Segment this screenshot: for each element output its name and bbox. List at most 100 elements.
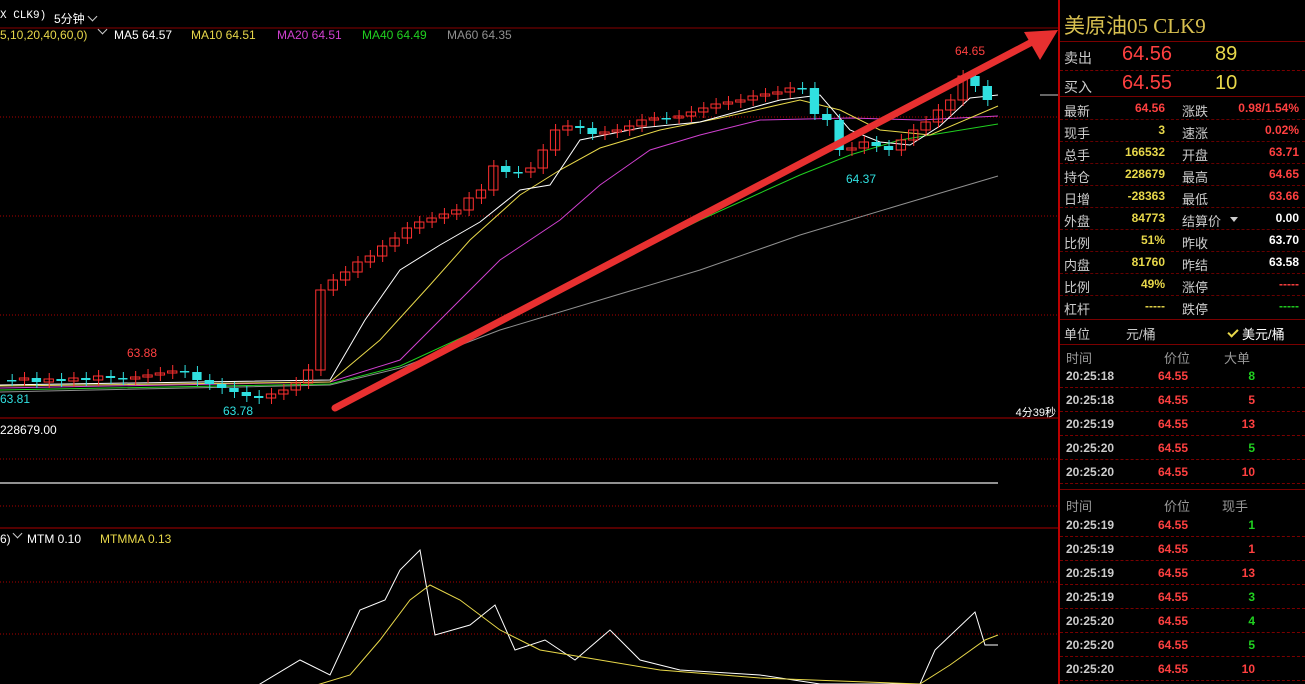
trade-price: 64.55: [1158, 369, 1189, 383]
candle-body: [475, 189, 487, 199]
stat-value: 0.00: [1275, 211, 1299, 225]
candle-body: [661, 118, 671, 120]
trade-row[interactable]: 20:25:18 64.55 5: [1060, 388, 1305, 412]
trade-qty: 3: [1248, 590, 1255, 604]
stat-label: 最低: [1182, 192, 1209, 207]
stat-value: 63.58: [1268, 255, 1299, 269]
kline-svg: [0, 27, 1058, 684]
stat-label: 最新: [1064, 104, 1091, 119]
stat-row: 比例 49% 涨停 -----: [1060, 273, 1305, 295]
ma60-path: [0, 175, 999, 393]
candle-body: [167, 370, 178, 374]
stat-value: 64.56: [1134, 101, 1165, 115]
candle-body: [624, 125, 635, 131]
mtm-path: [259, 548, 998, 684]
stat-value: 84773: [1131, 211, 1165, 225]
trade-row[interactable]: 20:25:20 64.55 5: [1060, 436, 1305, 460]
trade-price: 64.55: [1158, 638, 1189, 652]
countdown-timer: 4分39秒: [1015, 407, 1056, 419]
tick-header: 时间 价位 现手: [1066, 499, 1249, 514]
mtm-value: MTM 0.10: [27, 532, 82, 546]
trade-row[interactable]: 20:25:19 64.55 13: [1060, 561, 1305, 585]
trade-row[interactable]: 20:25:19 64.55 13: [1060, 412, 1305, 436]
ma-params[interactable]: 5,10,20,40,60,0): [0, 28, 88, 42]
candle-body: [883, 146, 894, 150]
ma20-legend: MA20 64.51: [277, 28, 342, 42]
dropdown-triangle-icon[interactable]: [1230, 217, 1238, 222]
candle-body: [229, 388, 239, 392]
candle-body: [710, 103, 721, 109]
stat-value: 63.71: [1268, 145, 1299, 159]
trade-row[interactable]: 20:25:19 64.55 3: [1060, 585, 1305, 609]
high-price-label: 64.65: [955, 44, 986, 58]
trade-row[interactable]: 20:25:20 64.55 10: [1060, 460, 1305, 484]
big-order-header: 时间 价位 大单: [1066, 351, 1251, 366]
candle-body: [204, 380, 214, 384]
stat-value: -----: [1279, 299, 1299, 313]
mtm-params[interactable]: 6): [0, 532, 11, 546]
candle-body: [118, 378, 128, 380]
trade-qty: 1: [1248, 542, 1255, 556]
candle-body: [7, 380, 17, 382]
stat-value: -----: [1279, 277, 1299, 291]
candle-body: [685, 111, 697, 117]
ask-row[interactable]: 卖出 64.56 89: [1060, 42, 1305, 70]
candle-body: [784, 87, 795, 93]
stat-label: 内盘: [1064, 258, 1091, 273]
unit-option-cny[interactable]: 元/桶: [1126, 327, 1156, 342]
candle-body: [772, 91, 783, 95]
trade-time: 20:25:18: [1066, 393, 1115, 407]
stat-label: 杠杆: [1064, 302, 1091, 317]
trade-qty: 5: [1248, 638, 1255, 652]
left-low-label: 63.78: [223, 404, 254, 418]
candle-body: [982, 86, 992, 100]
stat-value: 81760: [1131, 255, 1165, 269]
mtmma-value: MTMMA 0.13: [100, 532, 172, 546]
bid-row[interactable]: 买入 64.55 10: [1060, 71, 1305, 99]
candle-body: [611, 129, 623, 133]
bid-label: 买入: [1064, 79, 1092, 95]
trade-time: 20:25:19: [1066, 417, 1115, 431]
candle-body: [747, 95, 758, 101]
contract-title: 美原油05 CLK9: [1064, 14, 1206, 38]
stat-label: 昨结: [1182, 258, 1209, 273]
trade-row[interactable]: 20:25:19 64.55 1: [1060, 513, 1305, 537]
trade-price: 64.55: [1158, 518, 1189, 532]
trade-time: 20:25:19: [1066, 590, 1115, 604]
candle-body: [130, 376, 141, 380]
ma5-legend: MA5 64.57: [114, 28, 173, 42]
candle-body: [364, 255, 375, 263]
bid-volume: 10: [1215, 72, 1238, 94]
candle-body: [908, 129, 919, 141]
stat-row: 内盘 81760 昨结 63.58: [1060, 251, 1305, 273]
trade-row[interactable]: 20:25:18 64.55 8: [1060, 364, 1305, 388]
unit-option-usd[interactable]: 美元/桶: [1227, 324, 1285, 343]
chart-toolbar: X CLK9) 5分钟: [0, 8, 1058, 28]
candle-body: [265, 393, 277, 399]
candle-body: [463, 197, 474, 211]
trade-row[interactable]: 20:25:20 64.55 5: [1060, 633, 1305, 657]
trade-time: 20:25:20: [1066, 662, 1115, 676]
candle-body: [735, 99, 746, 103]
kline-chart-area[interactable]: X CLK9) 5分钟 5,10,20,40,60,0) MA5 64.57 M…: [0, 0, 1058, 684]
trade-price: 64.55: [1158, 566, 1189, 580]
candle-body: [648, 117, 660, 121]
stat-label: 日增: [1064, 192, 1091, 207]
trade-row[interactable]: 20:25:20 64.55 4: [1060, 609, 1305, 633]
candle-body: [846, 147, 857, 151]
candle-body: [254, 396, 264, 398]
left-high-label: 63.88: [127, 346, 158, 360]
candle-body: [105, 376, 116, 378]
trade-row[interactable]: 20:25:20 64.55 10: [1060, 657, 1305, 681]
candle-body: [315, 289, 326, 371]
trade-row[interactable]: 20:25:19 64.55 1: [1060, 537, 1305, 561]
stat-value: 49%: [1140, 277, 1165, 291]
candle-body: [759, 93, 771, 97]
candle-body: [31, 378, 42, 382]
period-selector[interactable]: 5分钟: [54, 10, 98, 27]
candle-body: [377, 245, 388, 257]
candle-body: [414, 221, 425, 229]
trade-qty: 10: [1241, 662, 1255, 676]
stat-label: 现手: [1064, 126, 1091, 141]
trade-time: 20:25:19: [1066, 518, 1115, 532]
